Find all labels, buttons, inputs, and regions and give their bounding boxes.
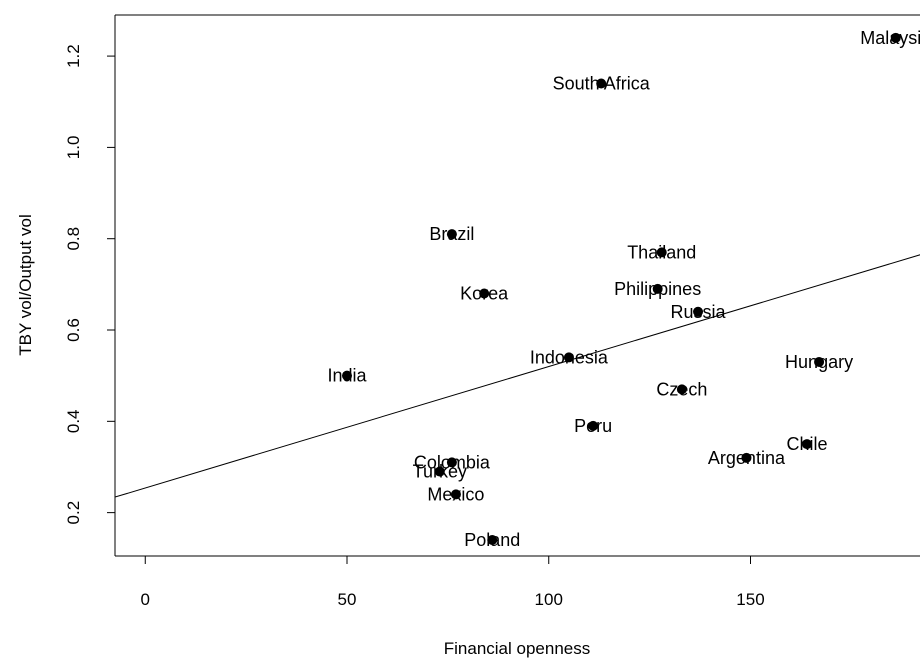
- data-point: [563, 352, 574, 363]
- y-tick-label: 0.4: [64, 410, 83, 434]
- data-point: [693, 306, 704, 317]
- data-point-label: Thailand: [627, 242, 696, 262]
- data-point-label: South Africa: [553, 73, 651, 93]
- data-point-label: Turkey: [413, 462, 467, 482]
- y-tick-label: 0.2: [64, 501, 83, 525]
- data-point: [446, 229, 457, 240]
- data-point: [446, 457, 457, 468]
- data-point-label: India: [327, 366, 367, 386]
- data-point-label: Czech: [656, 379, 707, 399]
- data-point-label: Brazil: [429, 224, 474, 244]
- data-point: [342, 370, 353, 381]
- x-axis-title: Financial openness: [444, 639, 590, 658]
- data-point: [814, 356, 825, 367]
- data-point: [741, 452, 752, 463]
- y-tick-label: 0.8: [64, 227, 83, 251]
- data-point: [656, 247, 667, 258]
- y-tick-label: 1.2: [64, 44, 83, 68]
- x-tick-label: 100: [535, 590, 563, 609]
- data-point: [676, 384, 687, 395]
- x-tick-label: 0: [141, 590, 150, 609]
- data-point-label: Hungary: [785, 352, 853, 372]
- data-point-label: Indonesia: [530, 347, 609, 367]
- regression-line: [115, 254, 920, 498]
- y-axis-title: TBY vol/Output vol: [16, 214, 35, 355]
- data-point-label: Russia: [671, 302, 727, 322]
- data-point-label: Colombia: [414, 452, 491, 472]
- data-point: [487, 535, 498, 546]
- data-point-label: Korea: [460, 283, 509, 303]
- data-point-label: Argentina: [708, 448, 786, 468]
- data-point-label: Poland: [464, 530, 520, 550]
- data-point: [801, 439, 812, 450]
- data-point: [434, 466, 445, 477]
- y-tick-label: 0.6: [64, 318, 83, 342]
- data-point-label: Chile: [786, 434, 827, 454]
- data-point: [588, 420, 599, 431]
- data-point-label: Peru: [574, 416, 612, 436]
- x-tick-label: 50: [338, 590, 357, 609]
- data-point: [596, 78, 607, 89]
- data-point: [450, 489, 461, 500]
- x-tick-label: 150: [736, 590, 764, 609]
- data-point: [890, 32, 901, 43]
- data-point: [652, 283, 663, 294]
- data-point-label: Malaysia: [860, 28, 920, 48]
- y-tick-label: 1.0: [64, 136, 83, 160]
- data-point-label: Mexico: [427, 484, 484, 504]
- data-point: [479, 288, 490, 299]
- data-point-label: Philippines: [614, 279, 701, 299]
